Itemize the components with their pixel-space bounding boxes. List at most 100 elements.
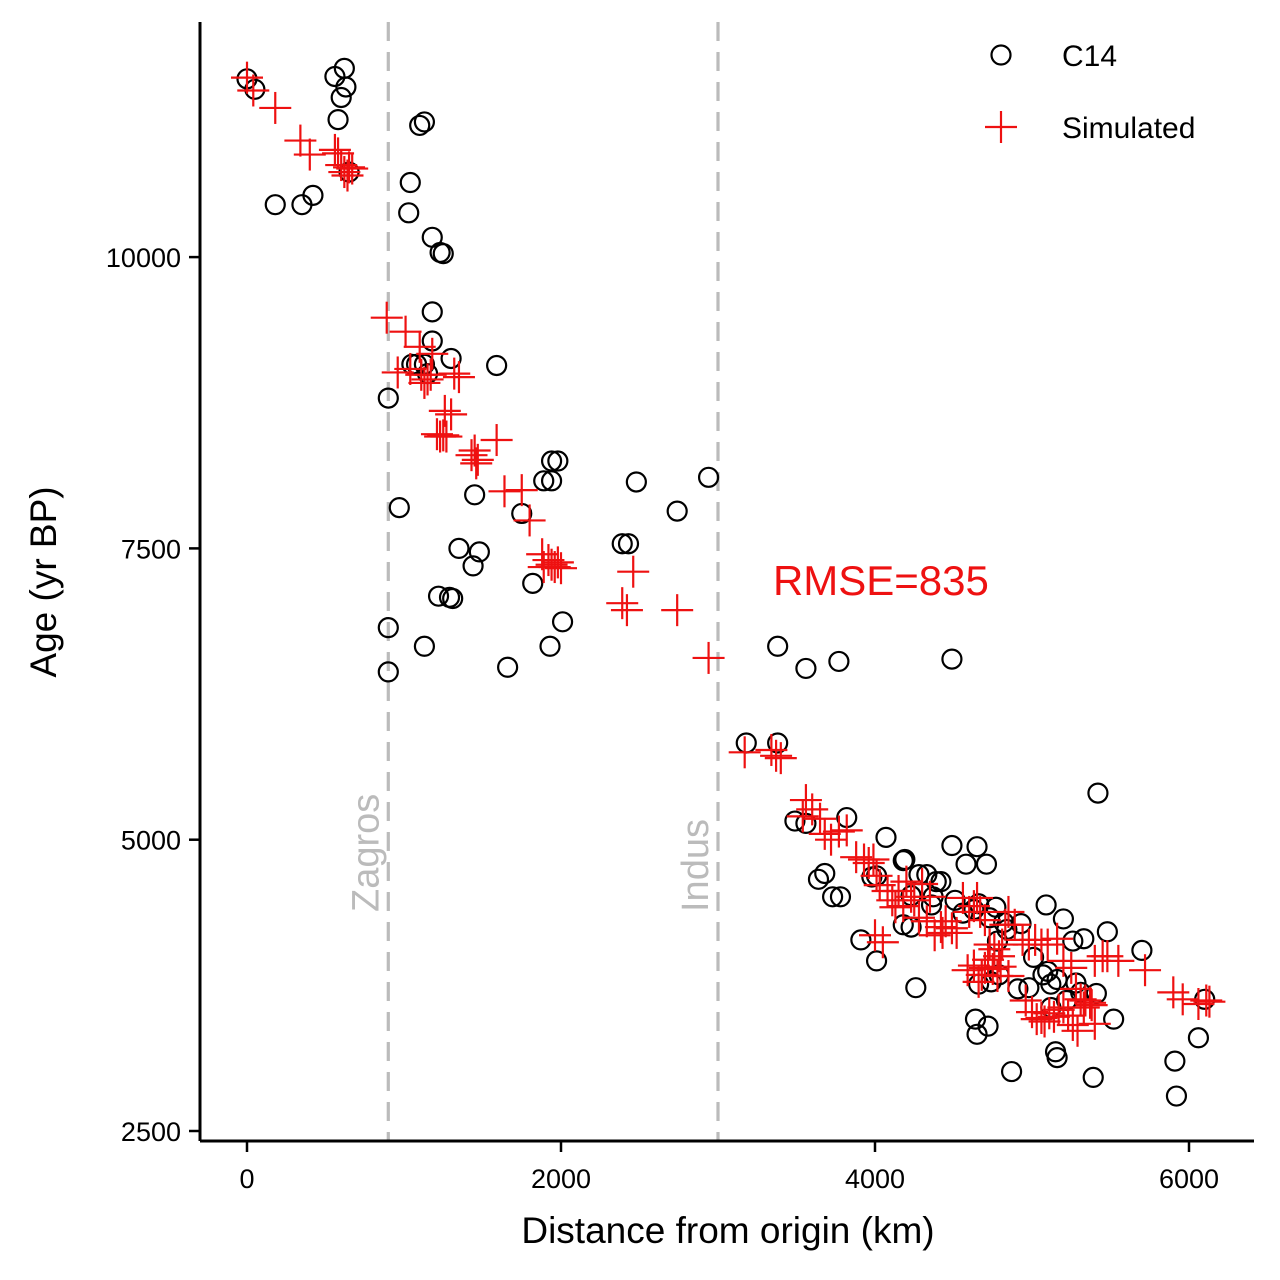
simulated-point: [284, 124, 317, 157]
simulated-point: [336, 152, 369, 185]
c14-point: [1073, 928, 1095, 950]
x-tick-label: 0: [239, 1164, 254, 1194]
simulated-point: [815, 823, 848, 856]
simulated-point: [976, 953, 1009, 986]
c14-point: [892, 850, 914, 872]
series-simulated: [231, 61, 1226, 1047]
simulated-point: [428, 394, 461, 427]
simulated-point: [1020, 1003, 1053, 1036]
simulated-point: [804, 802, 837, 835]
simulated-point: [961, 881, 994, 914]
simulated-point: [420, 418, 453, 451]
simulated-point: [968, 951, 1001, 984]
y-tick-label: 5000: [121, 826, 181, 856]
c14-point: [421, 301, 443, 323]
c14-point: [464, 484, 486, 506]
simulated-point: [381, 356, 414, 389]
legend-c14-label: C14: [1062, 40, 1117, 73]
simulated-point: [822, 815, 855, 848]
simulated-point: [882, 874, 915, 907]
c14-point: [814, 862, 836, 885]
c14-point: [666, 500, 688, 522]
c14-point: [432, 243, 454, 265]
c14-point: [413, 635, 436, 657]
simulated-point: [1052, 999, 1085, 1032]
simulated-point: [610, 594, 643, 627]
simulated-point: [760, 739, 793, 772]
simulated-point: [789, 784, 822, 817]
c14-point: [930, 871, 952, 893]
c14-point: [807, 868, 830, 890]
c14-point: [1022, 946, 1045, 968]
simulated-point: [333, 151, 366, 184]
c14-point: [468, 541, 490, 563]
c14-point: [611, 533, 633, 555]
c14-point: [1010, 912, 1032, 935]
c14-point: [986, 930, 1009, 952]
c14-point: [497, 656, 519, 678]
c14-point: [1165, 1085, 1188, 1107]
simulated-point: [606, 587, 639, 620]
y-axis-title: Age (yr BP): [23, 486, 64, 677]
c14-point: [442, 587, 464, 610]
c14-point: [829, 886, 852, 908]
simulated-point: [1019, 923, 1052, 956]
legend-c14-marker: [990, 44, 1012, 66]
simulated-point: [962, 965, 995, 998]
c14-point: [925, 871, 947, 893]
simulated-point: [617, 555, 650, 588]
reference-line-label: Indus: [675, 819, 717, 912]
c14-point: [735, 732, 757, 754]
c14-point: [955, 853, 977, 875]
simulated-point: [1069, 984, 1102, 1017]
simulated-point: [992, 960, 1025, 993]
simulated-point: [913, 880, 946, 913]
c14-point: [697, 466, 720, 488]
simulated-point: [331, 159, 364, 192]
simulated-point: [830, 814, 863, 847]
c14-point: [413, 111, 436, 133]
simulated-point: [408, 366, 441, 399]
c14-point: [1000, 1060, 1023, 1083]
c14-point: [975, 853, 998, 875]
simulated-point: [505, 474, 538, 507]
c14-point: [377, 661, 399, 683]
data-points: [231, 57, 1226, 1107]
simulated-point: [430, 420, 463, 453]
c14-point: [409, 114, 431, 137]
simulated-point: [1061, 1014, 1094, 1047]
c14-point: [966, 836, 988, 858]
simulated-point: [1041, 922, 1074, 955]
reference-lines: Zagros Indus: [345, 22, 720, 1141]
legend: C14 Simulated: [985, 40, 1195, 145]
c14-point: [767, 635, 789, 657]
legend-simulated-plus: [985, 111, 1017, 143]
simulated-point: [986, 928, 1019, 961]
simulated-point: [728, 736, 761, 769]
c14-point: [486, 354, 508, 377]
c14-point: [440, 347, 462, 370]
y-tick-label: 10000: [106, 243, 181, 273]
simulated-point: [1047, 944, 1080, 977]
x-axis-ticks: 0 2000 4000 6000: [239, 1141, 1219, 1194]
simulated-point: [972, 943, 1005, 976]
c14-point: [1035, 894, 1057, 916]
series-c14: [236, 57, 1216, 1107]
c14-point: [333, 57, 355, 79]
c14-point: [244, 78, 266, 100]
c14-point: [1052, 908, 1075, 930]
simulated-point: [538, 551, 571, 584]
simulated-point: [545, 552, 577, 585]
c14-point: [551, 611, 574, 633]
simulated-point: [902, 901, 935, 934]
simulated-point: [1067, 991, 1100, 1024]
c14-point: [875, 826, 897, 848]
simulated-point: [1055, 951, 1088, 984]
c14-point: [388, 497, 410, 519]
simulated-point: [480, 424, 513, 457]
simulated-point: [992, 895, 1025, 928]
c14-point: [330, 86, 352, 109]
simulated-point: [968, 904, 1001, 937]
simulated-point: [852, 847, 885, 880]
